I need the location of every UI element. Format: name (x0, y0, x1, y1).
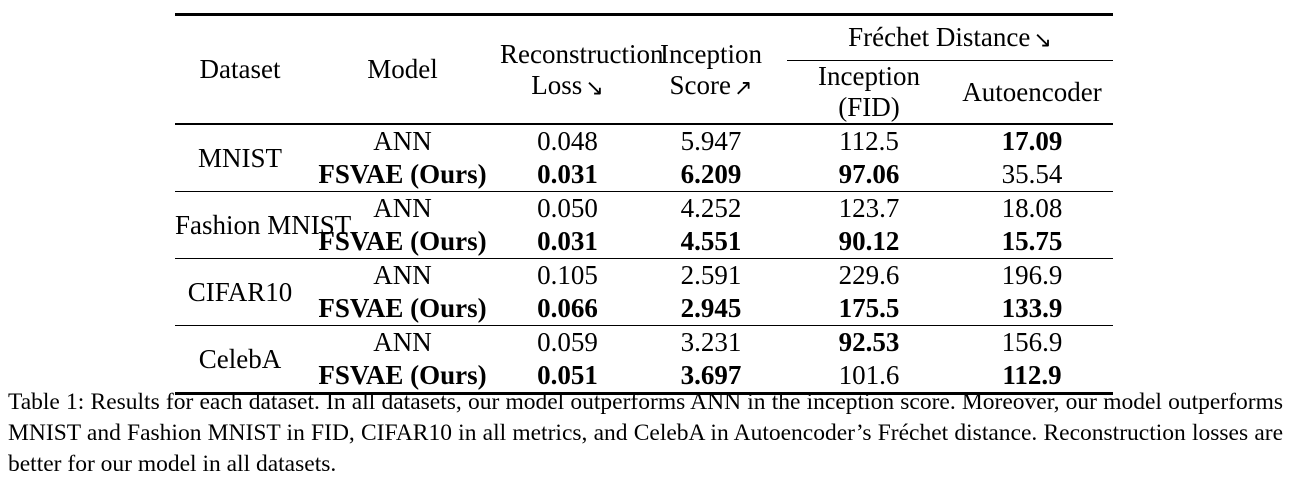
fid-value: 175.5 (838, 293, 900, 324)
dataset-name: Fashion MNIST (175, 209, 352, 240)
recon-loss-value: 0.051 (537, 360, 598, 391)
frechet-header-word: Fréchet Distance (848, 22, 1031, 53)
table-caption: Table 1: Results for each dataset. In al… (8, 389, 1283, 477)
table-row: CelebA ANN 0.059 3.231 92.53 156.9 (175, 326, 1113, 374)
table-row: Fashion MNIST ANN 0.050 4.252 123.7 18.0… (175, 192, 1113, 240)
table-row: FSVAE (Ours) 0.031 4.551 90.12 15.75 (175, 225, 1113, 259)
table-header: Dataset Model Reconstruction Loss ↘ Incep… (175, 14, 1113, 125)
autoencoder-value: 112.9 (1002, 360, 1062, 391)
col-header-reconstruction-loss: Reconstruction Loss ↘ (500, 15, 664, 125)
recon-loss-value: 0.059 (537, 327, 598, 358)
recon-loss-value: 0.031 (537, 159, 598, 190)
inception-score-value: 5.947 (680, 126, 742, 157)
autoencoder-value: 156.9 (1001, 327, 1063, 358)
recon-loss-value: 0.048 (537, 126, 598, 157)
autoencoder-value: 133.9 (1001, 293, 1063, 324)
inception-score-value: 2.945 (680, 293, 742, 324)
group-cifar10: CIFAR10 ANN 0.105 2.591 229.6 196.9 FSVA… (175, 258, 1113, 326)
fid-value: 123.7 (838, 193, 900, 224)
model-cell: FSVAE (Ours) (318, 226, 487, 257)
inception-score-value: 6.209 (680, 159, 742, 190)
col-header-inception-fid: Inception (FID) (818, 61, 920, 123)
recon-header-line2: Loss ↘ (500, 70, 635, 101)
dataset-name: CIFAR10 (187, 276, 293, 307)
fid-value: 101.6 (838, 360, 900, 391)
model-cell: ANN (373, 327, 432, 358)
fid-value: 112.5 (839, 126, 899, 157)
model-cell: FSVAE (Ours) (318, 159, 487, 190)
inception-score-value: 3.231 (680, 327, 742, 358)
table-row: FSVAE (Ours) 0.031 6.209 97.06 35.54 (175, 158, 1113, 192)
table-row: CIFAR10 ANN 0.105 2.591 229.6 196.9 (175, 259, 1113, 307)
searrow-icon: ↘ (1033, 27, 1052, 54)
model-cell: FSVAE (Ours) (318, 360, 487, 391)
inception-score-value: 4.551 (680, 226, 742, 257)
col-header-autoencoder: Autoencoder (962, 76, 1102, 107)
dataset-name: CelebA (198, 343, 282, 374)
recon-header-line1: Reconstruction (500, 38, 664, 69)
model-cell: ANN (373, 126, 432, 157)
fid-value: 97.06 (838, 159, 900, 190)
autoencoder-value: 35.54 (1001, 159, 1063, 190)
recon-loss-value: 0.031 (537, 226, 598, 257)
col-header-inception-score: Inception Score ↗ (635, 15, 787, 125)
results-table: Dataset Model Reconstruction Loss ↘ Incep… (175, 13, 1113, 396)
inception-score-value: 4.252 (680, 193, 742, 224)
autoencoder-value: 17.09 (1001, 126, 1063, 157)
model-cell: FSVAE (Ours) (318, 293, 487, 324)
autoencoder-value: 196.9 (1001, 260, 1063, 291)
recon-loss-value: 0.066 (537, 293, 598, 324)
recon-header-word: Loss (531, 69, 583, 100)
table-row: MNIST ANN 0.048 5.947 112.5 17.09 (175, 124, 1113, 173)
table-row: FSVAE (Ours) 0.066 2.945 175.5 133.9 (175, 292, 1113, 326)
model-cell: ANN (373, 193, 432, 224)
fid-value: 90.12 (838, 226, 900, 257)
dataset-name: MNIST (197, 142, 282, 173)
group-fashion-mnist: Fashion MNIST ANN 0.050 4.252 123.7 18.0… (175, 191, 1113, 259)
inception-score-value: 3.697 (680, 360, 742, 391)
table-row: FSVAE (Ours) 0.051 3.697 101.6 112.9 (175, 359, 1113, 394)
fid-value: 229.6 (838, 260, 900, 291)
inception-score-value: 2.591 (680, 260, 742, 291)
fid-value: 92.53 (838, 327, 900, 358)
col-header-dataset: Dataset (199, 54, 281, 85)
group-celeba: CelebA ANN 0.059 3.231 92.53 156.9 FSVAE… (175, 325, 1113, 394)
nearrow-icon: ↗ (733, 74, 753, 101)
recon-loss-value: 0.050 (537, 193, 598, 224)
autoencoder-value: 18.08 (1001, 193, 1063, 224)
col-header-model: Model (367, 54, 438, 85)
score-header-line1: Inception (660, 38, 762, 69)
autoencoder-value: 15.75 (1001, 226, 1063, 257)
group-mnist: MNIST ANN 0.048 5.947 112.5 17.09 FSVAE … (175, 124, 1113, 192)
score-header-line2: Score ↗ (635, 70, 787, 101)
recon-loss-value: 0.105 (537, 260, 598, 291)
col-header-frechet-distance: Fréchet Distance ↘ (787, 14, 1113, 61)
model-cell: ANN (373, 260, 432, 291)
searrow-icon: ↘ (585, 74, 604, 101)
score-header-word: Score (669, 69, 731, 100)
